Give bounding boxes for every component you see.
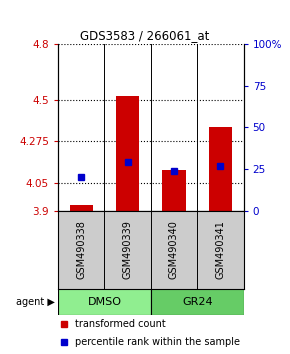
Text: GSM490338: GSM490338 <box>76 220 86 279</box>
Text: transformed count: transformed count <box>75 319 166 329</box>
Text: GSM490340: GSM490340 <box>169 220 179 279</box>
Text: percentile rank within the sample: percentile rank within the sample <box>75 337 240 347</box>
Text: GDS3583 / 266061_at: GDS3583 / 266061_at <box>80 29 210 42</box>
Bar <box>209 127 232 211</box>
Text: DMSO: DMSO <box>87 297 122 307</box>
FancyBboxPatch shape <box>58 289 151 315</box>
FancyBboxPatch shape <box>151 289 244 315</box>
Bar <box>70 205 93 211</box>
Text: GSM490341: GSM490341 <box>215 220 225 279</box>
Text: agent ▶: agent ▶ <box>16 297 55 307</box>
Text: GR24: GR24 <box>182 297 213 307</box>
Bar <box>162 170 186 211</box>
Bar <box>116 96 139 211</box>
Text: GSM490339: GSM490339 <box>123 220 133 279</box>
